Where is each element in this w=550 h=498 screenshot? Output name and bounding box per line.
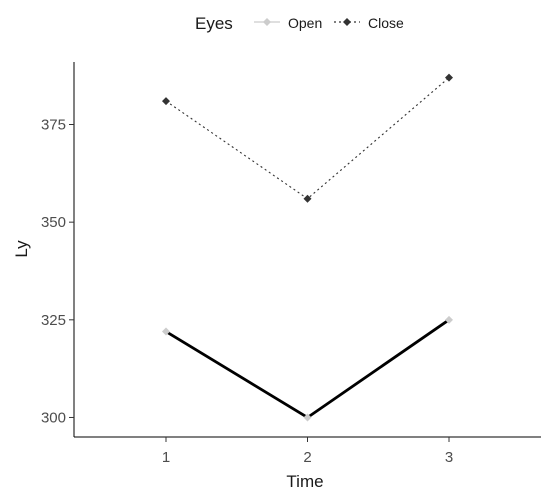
legend-item-open: Open <box>254 15 322 31</box>
data-point-close-3 <box>445 73 454 82</box>
series-line-close <box>165 77 450 200</box>
x-ticks: 1 2 3 <box>162 437 453 466</box>
legend-key-marker-open <box>263 18 271 26</box>
legend-label-open: Open <box>288 15 322 31</box>
legend: Eyes Open Close <box>195 14 404 33</box>
x-tick-label-1: 1 <box>162 449 170 466</box>
y-tick-label-375: 375 <box>41 117 66 134</box>
legend-label-close: Close <box>368 15 404 31</box>
y-ticks: 300 325 350 375 <box>41 117 74 426</box>
y-tick-label-350: 350 <box>41 214 66 231</box>
plot-area <box>161 73 454 422</box>
data-point-close-1 <box>161 97 170 106</box>
axes: 300 325 350 375 1 2 3 Time Ly <box>12 62 541 491</box>
y-tick-label-300: 300 <box>41 409 66 426</box>
legend-title: Eyes <box>195 14 233 33</box>
data-point-close-2 <box>303 194 312 203</box>
x-tick-label-2: 2 <box>303 449 311 466</box>
legend-item-close: Close <box>334 15 404 31</box>
legend-key-marker-close <box>343 18 351 26</box>
data-point-open-3 <box>445 315 454 324</box>
x-axis-title: Time <box>286 472 323 491</box>
y-axis-title: Ly <box>12 240 31 258</box>
data-point-open-1 <box>161 327 170 336</box>
series-line-open <box>165 318 450 420</box>
data-point-open-2 <box>303 413 312 422</box>
y-tick-label-325: 325 <box>41 312 66 329</box>
x-tick-label-3: 3 <box>445 449 453 466</box>
